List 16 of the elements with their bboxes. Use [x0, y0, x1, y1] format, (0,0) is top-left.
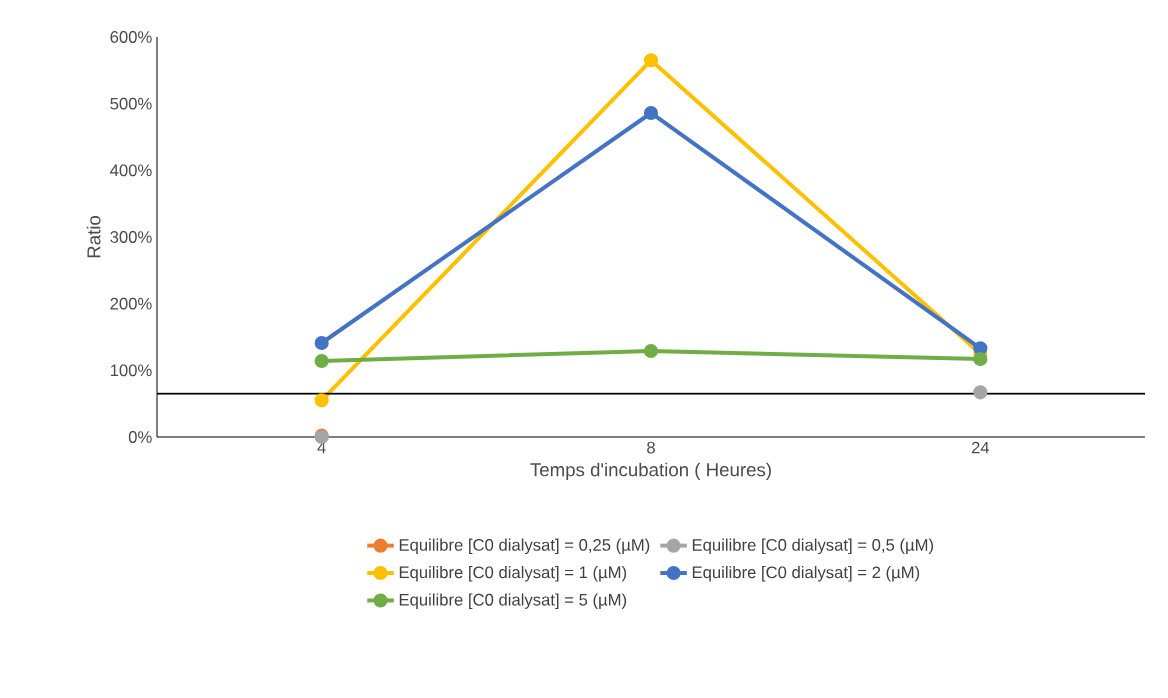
y-tick-label: 200%	[110, 297, 152, 310]
legend-label: Equilibre [C0 dialysat] = 5 (µM)	[399, 593, 627, 609]
y-tick-label: 600%	[110, 31, 152, 43]
y-tick-label: 100%	[110, 364, 152, 377]
y-tick-label: 0%	[128, 431, 152, 443]
x-tick-label: 24	[971, 441, 990, 454]
y-tick-label: 300%	[110, 231, 152, 243]
legend-label: Equilibre [C0 dialysat] = 2 (µM)	[692, 565, 920, 582]
y-tick-label: 500%	[110, 97, 152, 110]
x-tick-label: 8	[647, 441, 655, 454]
y-axis-title: Ratio	[86, 215, 101, 258]
legend-label: Equilibre [C0 dialysat] = 0,5 (µM)	[692, 538, 934, 555]
y-tick-label: 400%	[110, 164, 152, 177]
legend-label: Equilibre [C0 dialysat] = 0,25 (µM)	[399, 538, 650, 555]
legend-label: Equilibre [C0 dialysat] = 1 (µM)	[399, 565, 627, 582]
x-axis-title: Temps d'incubation ( Heures)	[530, 462, 771, 481]
